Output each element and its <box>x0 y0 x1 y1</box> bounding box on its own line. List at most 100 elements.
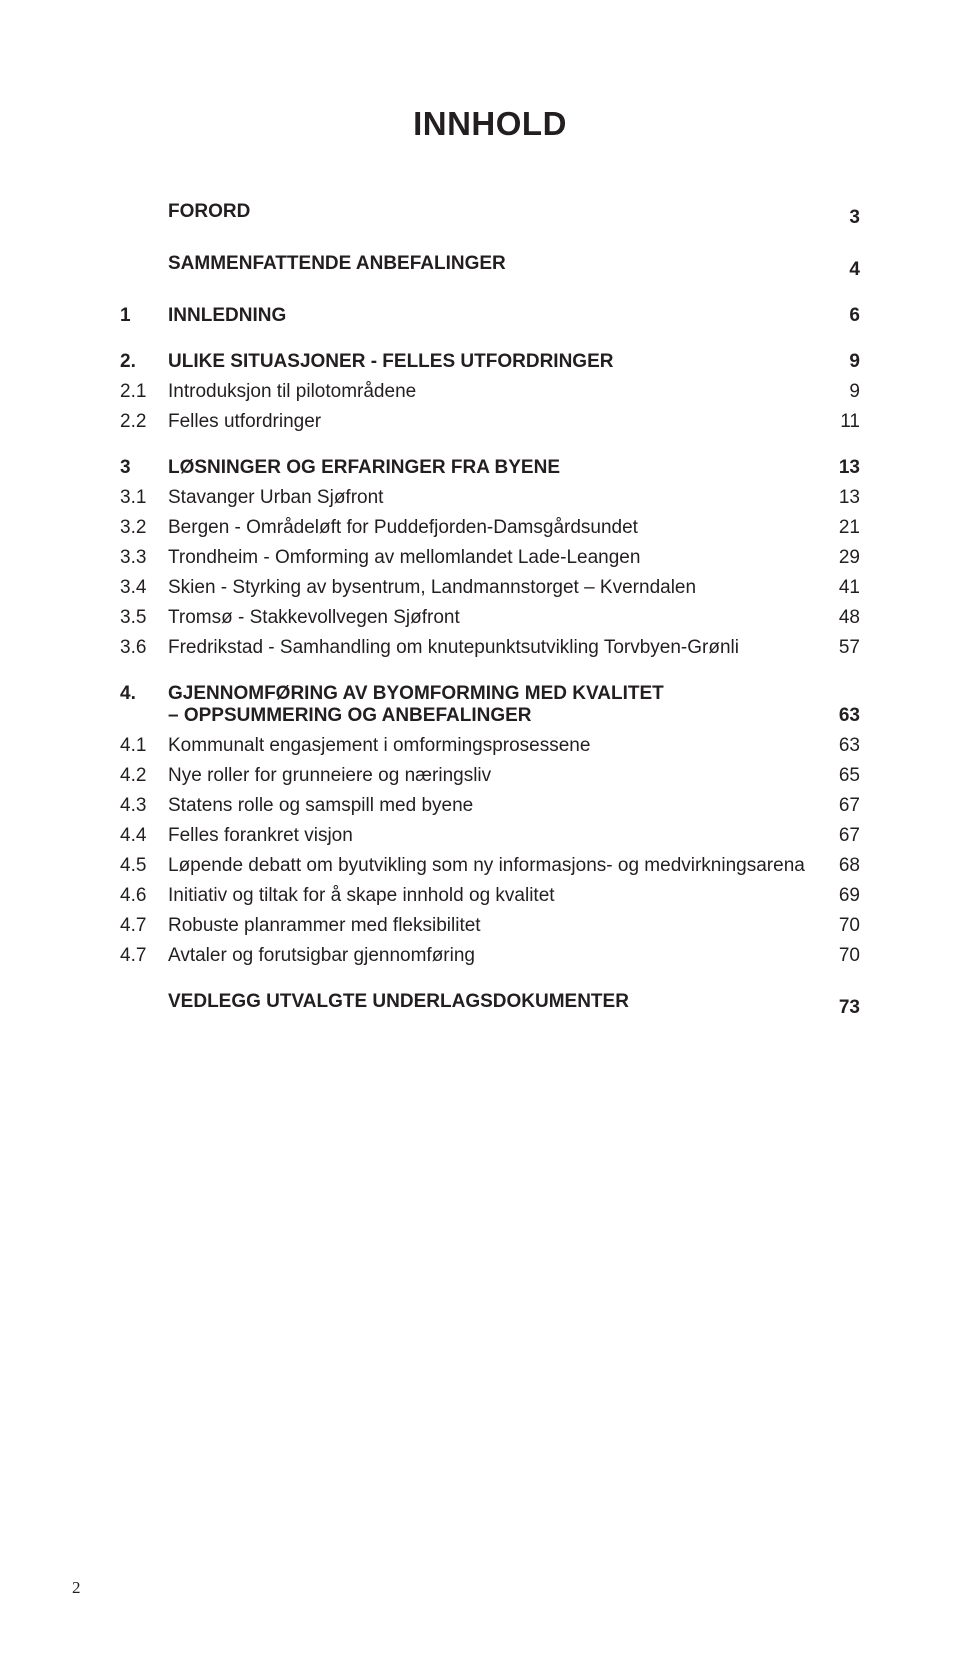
toc-entry-number: 3.4 <box>120 577 168 599</box>
page-title: INNHOLD <box>120 105 860 143</box>
toc-row: 4.3Statens rolle og samspill med byene 67 <box>120 795 860 817</box>
toc-entry-title: Felles forankret visjon <box>168 825 353 847</box>
toc-entry-title: Fredrikstad - Samhandling om knutepunkts… <box>168 637 739 659</box>
toc-entry-number: 4.6 <box>120 885 168 907</box>
toc-row-left: 2.1Introduksjon til pilotområdene <box>120 381 416 403</box>
toc-row-left: 2.ULIKE SITUASJONER - FELLES UTFORDRINGE… <box>120 351 613 373</box>
toc-row: 3.4Skien - Styrking av bysentrum, Landma… <box>120 577 860 599</box>
toc-row: 2.1Introduksjon til pilotområdene9 <box>120 381 860 403</box>
toc-entry-title-line2: – OPPSUMMERING OG ANBEFALINGER <box>168 705 664 727</box>
toc-entry-number: 4.1 <box>120 735 168 757</box>
toc-entry-number: 3.2 <box>120 517 168 539</box>
toc-entry-page: 11 <box>820 411 860 433</box>
toc-row-left: 4.5Løpende debatt om byutvikling som ny … <box>120 855 805 877</box>
toc-row-left: 4.3Statens rolle og samspill med byene <box>120 795 473 817</box>
toc-row-left: 4.7Avtaler og forutsigbar gjennomføring <box>120 945 475 967</box>
toc-entry-page: 48 <box>820 607 860 629</box>
toc-entry-number: 4.5 <box>120 855 168 877</box>
toc-row-left: 4.7Robuste planrammer med fleksibilitet <box>120 915 481 937</box>
toc-entry-title: Robuste planrammer med fleksibilitet <box>168 915 481 937</box>
toc-row: 4.6Initiativ og tiltak for å skape innho… <box>120 885 860 907</box>
toc-row-left: 4.2Nye roller for grunneiere og næringsl… <box>120 765 491 787</box>
toc-row: 1INNLEDNING 6 <box>120 305 860 327</box>
toc-entry-title: Introduksjon til pilotområdene <box>168 381 416 403</box>
toc-entry-page: 63 <box>820 735 860 757</box>
toc-entry-number: 3.5 <box>120 607 168 629</box>
toc-row-left: 4.4Felles forankret visjon <box>120 825 353 847</box>
toc-list: FORORD3SAMMENFATTENDE ANBEFALINGER41INNL… <box>120 201 860 1019</box>
toc-entry-number: 4.4 <box>120 825 168 847</box>
toc-row: 2.ULIKE SITUASJONER - FELLES UTFORDRINGE… <box>120 351 860 373</box>
page-number: 2 <box>72 1578 81 1598</box>
toc-entry-page: 13 <box>820 457 860 479</box>
toc-entry-number: 1 <box>120 305 168 327</box>
toc-entry-number: 3.1 <box>120 487 168 509</box>
toc-entry-number: 4.7 <box>120 945 168 967</box>
toc-entry-number: 4.3 <box>120 795 168 817</box>
toc-entry-number: 3.3 <box>120 547 168 569</box>
toc-entry-page: 57 <box>820 637 860 659</box>
toc-entry-title-line1: GJENNOMFØRING AV BYOMFORMING MED KVALITE… <box>168 683 664 705</box>
toc-entry-title: Kommunalt engasjement i omformingsproses… <box>168 735 590 757</box>
toc-entry-title: GJENNOMFØRING AV BYOMFORMING MED KVALITE… <box>168 683 664 727</box>
toc-entry-number: 2.2 <box>120 411 168 433</box>
toc-entry-number: 4.7 <box>120 915 168 937</box>
toc-row: 3LØSNINGER OG ERFARINGER FRA BYENE 13 <box>120 457 860 479</box>
toc-entry-title: Stavanger Urban Sjøfront <box>168 487 383 509</box>
toc-row-left: 1INNLEDNING <box>120 305 286 327</box>
toc-row-left: 3.4Skien - Styrking av bysentrum, Landma… <box>120 577 696 599</box>
toc-entry-page: 70 <box>820 915 860 937</box>
toc-entry-page: 13 <box>820 487 860 509</box>
toc-entry-title: Skien - Styrking av bysentrum, Landmanns… <box>168 577 696 599</box>
toc-row-left: FORORD <box>120 201 250 223</box>
toc-row-left: 3.5Tromsø - Stakkevollvegen Sjøfront <box>120 607 460 629</box>
toc-row: 4.4Felles forankret visjon67 <box>120 825 860 847</box>
toc-entry-number <box>120 201 168 223</box>
toc-row-left: 4.GJENNOMFØRING AV BYOMFORMING MED KVALI… <box>120 683 664 727</box>
toc-entry-page: 73 <box>820 997 860 1019</box>
toc-row-left: 3.3Trondheim - Omforming av mellomlandet… <box>120 547 640 569</box>
toc-entry-page: 63 <box>820 705 860 727</box>
toc-row: 3.3Trondheim - Omforming av mellomlandet… <box>120 547 860 569</box>
toc-entry-number: 4. <box>120 683 168 727</box>
toc-entry-page: 29 <box>820 547 860 569</box>
toc-row: 4.7Avtaler og forutsigbar gjennomføring7… <box>120 945 860 967</box>
toc-entry-number: 3 <box>120 457 168 479</box>
toc-row: 2.2Felles utfordringer 11 <box>120 411 860 433</box>
toc-entry-page: 21 <box>820 517 860 539</box>
toc-row-left: SAMMENFATTENDE ANBEFALINGER <box>120 253 506 275</box>
toc-entry-page: 6 <box>820 305 860 327</box>
toc-row: 3.2Bergen - Områdeløft for Puddefjorden-… <box>120 517 860 539</box>
toc-row-left: VEDLEGG UTVALGTE UNDERLAGSDOKUMENTER <box>120 991 629 1013</box>
toc-entry-title: Løpende debatt om byutvikling som ny inf… <box>168 855 805 877</box>
toc-entry-page: 41 <box>820 577 860 599</box>
toc-row: SAMMENFATTENDE ANBEFALINGER 4 <box>120 253 860 281</box>
toc-row: 4.GJENNOMFØRING AV BYOMFORMING MED KVALI… <box>120 683 860 727</box>
toc-entry-title: LØSNINGER OG ERFARINGER FRA BYENE <box>168 457 560 479</box>
toc-entry-page: 4 <box>820 259 860 281</box>
toc-entry-title: Statens rolle og samspill med byene <box>168 795 473 817</box>
toc-row: 4.7Robuste planrammer med fleksibilitet 7… <box>120 915 860 937</box>
toc-entry-page: 68 <box>820 855 860 877</box>
toc-row: 3.1Stavanger Urban Sjøfront 13 <box>120 487 860 509</box>
toc-entry-title: VEDLEGG UTVALGTE UNDERLAGSDOKUMENTER <box>168 991 629 1013</box>
toc-row: 4.1Kommunalt engasjement i omformingspro… <box>120 735 860 757</box>
toc-entry-number: 2. <box>120 351 168 373</box>
toc-row-left: 3.2Bergen - Områdeløft for Puddefjorden-… <box>120 517 638 539</box>
toc-entry-number <box>120 253 168 275</box>
toc-row: 4.5Løpende debatt om byutvikling som ny … <box>120 855 860 877</box>
toc-entry-title: FORORD <box>168 201 250 223</box>
toc-entry-title: Initiativ og tiltak for å skape innhold … <box>168 885 555 907</box>
toc-row: FORORD 3 <box>120 201 860 229</box>
toc-row-left: 2.2Felles utfordringer <box>120 411 321 433</box>
toc-row-left: 3LØSNINGER OG ERFARINGER FRA BYENE <box>120 457 560 479</box>
toc-entry-page: 3 <box>820 207 860 229</box>
toc-entry-page: 67 <box>820 795 860 817</box>
toc-entry-title: Trondheim - Omforming av mellomlandet La… <box>168 547 640 569</box>
toc-entry-title: Nye roller for grunneiere og næringsliv <box>168 765 491 787</box>
toc-entry-title: Felles utfordringer <box>168 411 321 433</box>
toc-entry-number <box>120 991 168 1013</box>
toc-row: 3.6Fredrikstad - Samhandling om knutepun… <box>120 637 860 659</box>
toc-row-left: 4.6Initiativ og tiltak for å skape innho… <box>120 885 555 907</box>
toc-entry-title: INNLEDNING <box>168 305 286 327</box>
